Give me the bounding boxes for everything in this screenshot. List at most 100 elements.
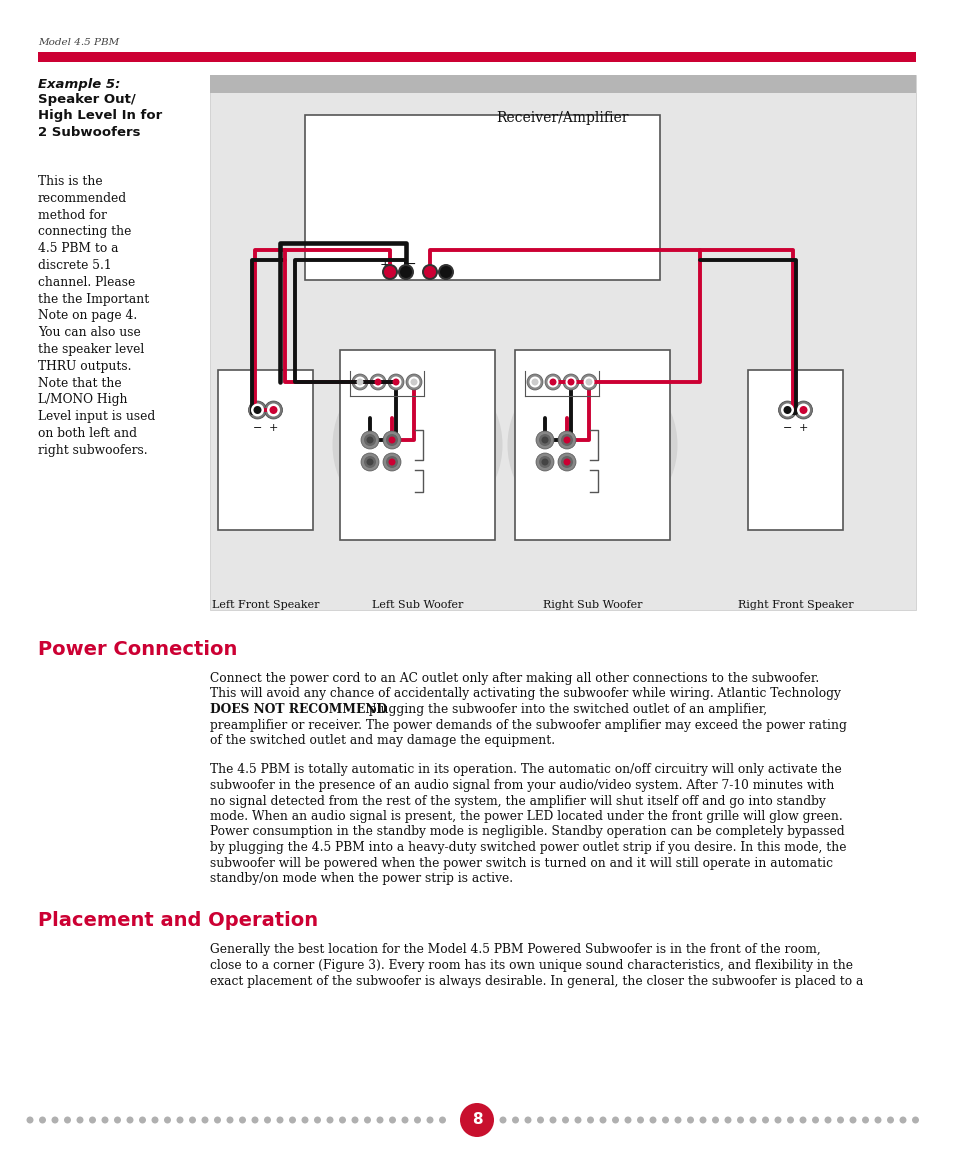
Circle shape: [874, 1116, 881, 1123]
Circle shape: [301, 1116, 308, 1123]
Circle shape: [164, 1116, 171, 1123]
Text: DOES NOT RECOMMEND: DOES NOT RECOMMEND: [210, 704, 387, 716]
Circle shape: [899, 1116, 905, 1123]
Circle shape: [549, 379, 556, 386]
Circle shape: [526, 374, 542, 389]
Circle shape: [410, 379, 417, 386]
Text: Connect the power cord to an AC outlet only after making all other connections t: Connect the power cord to an AC outlet o…: [210, 672, 819, 685]
Circle shape: [366, 437, 374, 444]
Circle shape: [360, 431, 378, 449]
Circle shape: [366, 459, 374, 466]
Circle shape: [384, 267, 395, 278]
Circle shape: [333, 360, 502, 530]
Circle shape: [796, 403, 809, 416]
Circle shape: [583, 377, 594, 387]
Circle shape: [737, 1116, 743, 1123]
Circle shape: [561, 1116, 568, 1123]
Circle shape: [388, 374, 403, 389]
Circle shape: [375, 379, 381, 386]
Circle shape: [560, 455, 573, 468]
Circle shape: [761, 1116, 768, 1123]
Circle shape: [352, 374, 368, 389]
Bar: [747, 370, 842, 530]
Circle shape: [507, 360, 677, 530]
Circle shape: [101, 1116, 109, 1123]
Circle shape: [248, 401, 266, 420]
Circle shape: [782, 406, 791, 414]
Text: close to a corner (Figure 3). Every room has its own unique sound characteristic: close to a corner (Figure 3). Every room…: [210, 958, 852, 972]
Circle shape: [351, 1116, 358, 1123]
Circle shape: [537, 1116, 543, 1123]
Circle shape: [406, 374, 421, 389]
Circle shape: [388, 459, 395, 466]
Text: Right Sub Woofer: Right Sub Woofer: [542, 600, 641, 610]
Circle shape: [289, 1116, 295, 1123]
Circle shape: [89, 1116, 96, 1123]
Circle shape: [382, 453, 400, 471]
Circle shape: [560, 433, 573, 446]
Circle shape: [524, 1116, 531, 1123]
Circle shape: [176, 1116, 183, 1123]
Circle shape: [586, 1116, 594, 1123]
Text: +: +: [269, 423, 278, 433]
Circle shape: [239, 1116, 246, 1123]
Circle shape: [567, 379, 574, 386]
Circle shape: [547, 377, 558, 387]
Circle shape: [794, 401, 812, 420]
Text: standby/on mode when the power strip is active.: standby/on mode when the power strip is …: [210, 872, 513, 885]
Circle shape: [749, 1116, 756, 1123]
Circle shape: [438, 1116, 446, 1123]
Text: Generally the best location for the Model 4.5 PBM Powered Subwoofer is in the fr: Generally the best location for the Mode…: [210, 943, 820, 956]
Text: of the switched outlet and may damage the equipment.: of the switched outlet and may damage th…: [210, 734, 555, 748]
Circle shape: [27, 1116, 33, 1123]
Circle shape: [267, 403, 280, 416]
Text: +: +: [798, 423, 807, 433]
Text: preamplifier or receiver. The power demands of the subwoofer amplifier may excee: preamplifier or receiver. The power dema…: [210, 719, 846, 731]
Circle shape: [563, 437, 570, 444]
Circle shape: [364, 433, 375, 446]
Circle shape: [836, 1116, 843, 1123]
Circle shape: [799, 406, 806, 414]
Circle shape: [774, 1116, 781, 1123]
Circle shape: [563, 459, 570, 466]
Circle shape: [649, 1116, 656, 1123]
Text: plugging the subwoofer into the switched outlet of an amplifier,: plugging the subwoofer into the switched…: [365, 704, 766, 716]
Circle shape: [64, 1116, 71, 1123]
Circle shape: [585, 379, 592, 386]
Circle shape: [251, 403, 264, 416]
Circle shape: [226, 1116, 233, 1123]
Circle shape: [51, 1116, 58, 1123]
Circle shape: [355, 377, 365, 387]
Text: Left Sub Woofer: Left Sub Woofer: [372, 600, 463, 610]
Circle shape: [624, 1116, 631, 1123]
Circle shape: [370, 374, 386, 389]
Circle shape: [512, 1116, 518, 1123]
Text: no signal detected from the rest of the system, the amplifier will shut itself o: no signal detected from the rest of the …: [210, 795, 825, 808]
Circle shape: [529, 377, 540, 387]
Circle shape: [421, 264, 437, 280]
Circle shape: [264, 1116, 271, 1123]
Circle shape: [364, 1116, 371, 1123]
Circle shape: [139, 1116, 146, 1123]
Circle shape: [911, 1116, 918, 1123]
Bar: [38, 52, 915, 61]
Circle shape: [723, 1116, 731, 1123]
Circle shape: [252, 1116, 258, 1123]
Circle shape: [536, 431, 554, 449]
Circle shape: [439, 267, 452, 278]
Text: 8: 8: [471, 1113, 482, 1128]
Circle shape: [253, 406, 261, 414]
Circle shape: [637, 1116, 643, 1123]
Circle shape: [811, 1116, 818, 1123]
Circle shape: [778, 401, 796, 420]
Circle shape: [711, 1116, 719, 1123]
Bar: [515, 350, 669, 540]
Circle shape: [360, 453, 378, 471]
Circle shape: [699, 1116, 706, 1123]
Circle shape: [499, 1116, 506, 1123]
Text: −: −: [253, 423, 262, 433]
Text: Receiver/Amplifier: Receiver/Amplifier: [497, 111, 629, 125]
Text: Power consumption in the standby mode is negligible. Standby operation can be co: Power consumption in the standby mode is…: [210, 825, 843, 838]
Circle shape: [213, 1116, 221, 1123]
Text: Right Front Speaker: Right Front Speaker: [737, 600, 852, 610]
